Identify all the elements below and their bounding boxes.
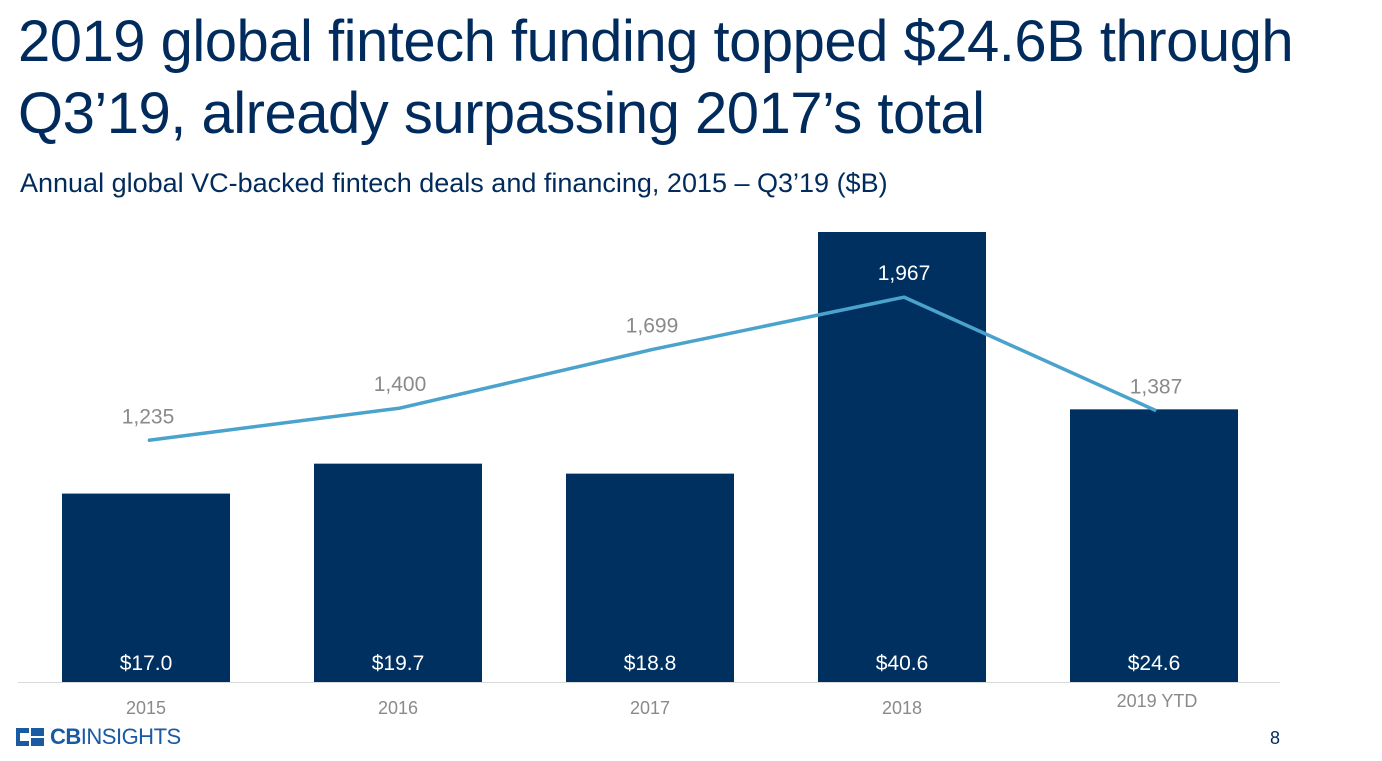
chart-subtitle: Annual global VC-backed fintech deals an… — [20, 168, 888, 198]
x-tick-label: 2019 YTD — [1117, 691, 1198, 711]
deals-value-label: 1,400 — [374, 373, 427, 396]
cb-logo-icon — [16, 728, 44, 746]
x-tick-label: 2015 — [126, 698, 166, 718]
bar-2019-ytd — [1070, 409, 1238, 682]
deals-value-label: 1,967 — [878, 262, 931, 285]
deals-point — [903, 296, 905, 298]
x-tick-label: 2018 — [882, 698, 922, 718]
slide-title: 2019 global fintech funding topped $24.6… — [18, 9, 1294, 146]
x-tick-label: 2016 — [378, 698, 418, 718]
bar-2015 — [62, 493, 230, 682]
bar-2016 — [314, 463, 482, 682]
deals-point — [651, 349, 653, 351]
bar-2017 — [566, 473, 734, 682]
bar-value-label: $18.8 — [624, 652, 677, 675]
deals-value-label: 1,235 — [122, 405, 175, 428]
bar-value-label: $40.6 — [876, 652, 929, 675]
deals-value-label: 1,699 — [626, 315, 679, 338]
deals-point — [399, 407, 401, 409]
deals-value-label: 1,387 — [1130, 376, 1183, 399]
bar-value-label: $19.7 — [372, 652, 425, 675]
page-number: 8 — [1270, 728, 1281, 748]
logo-text: CBINSIGHTS — [50, 724, 181, 749]
cb-insights-logo: CBINSIGHTS — [16, 724, 181, 750]
bar-value-label: $17.0 — [120, 652, 173, 675]
bar-value-label: $24.6 — [1128, 652, 1181, 675]
deals-point — [1155, 410, 1157, 412]
bar-2018 — [818, 232, 986, 682]
deals-point — [147, 439, 149, 441]
x-tick-label: 2017 — [630, 698, 670, 718]
